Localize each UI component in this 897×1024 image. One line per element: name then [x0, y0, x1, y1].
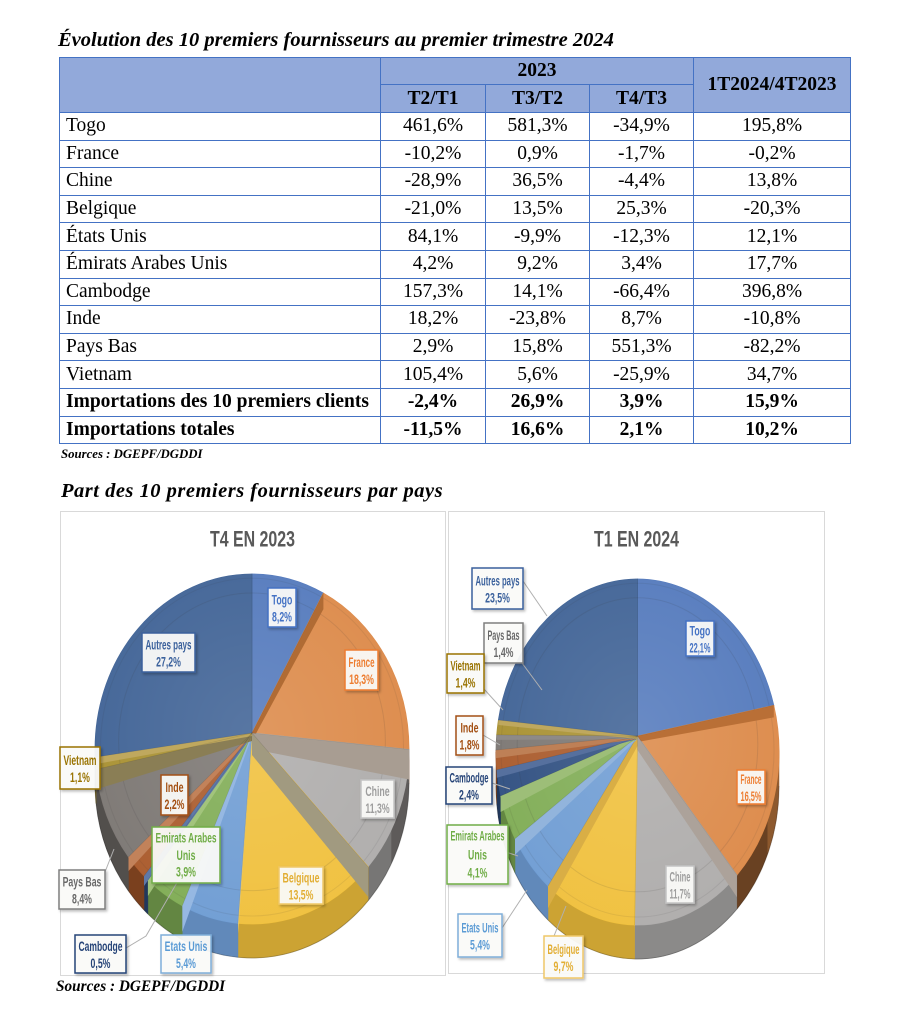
- svg-text:Cambodge: Cambodge: [450, 771, 489, 787]
- svg-text:16,5%: 16,5%: [741, 789, 762, 805]
- svg-text:5,4%: 5,4%: [176, 956, 196, 972]
- svg-text:Belgique: Belgique: [283, 871, 320, 887]
- svg-text:T1 EN 2024: T1 EN 2024: [594, 527, 679, 552]
- svg-text:France: France: [349, 655, 375, 671]
- svg-text:Emirats Arabes: Emirats Arabes: [156, 831, 217, 847]
- svg-text:Unis: Unis: [177, 848, 196, 864]
- svg-text:4,1%: 4,1%: [468, 866, 488, 882]
- svg-text:13,5%: 13,5%: [289, 888, 314, 904]
- svg-text:T4 EN 2023: T4 EN 2023: [210, 527, 295, 552]
- svg-text:11,7%: 11,7%: [670, 887, 691, 903]
- svg-text:Unis: Unis: [468, 848, 487, 864]
- svg-text:Autres pays: Autres pays: [476, 574, 520, 590]
- svg-text:8,2%: 8,2%: [272, 610, 292, 626]
- svg-text:8,4%: 8,4%: [72, 892, 92, 908]
- svg-text:2,2%: 2,2%: [165, 797, 185, 813]
- svg-text:Etats Unis: Etats Unis: [462, 921, 499, 937]
- svg-text:0,5%: 0,5%: [91, 956, 111, 972]
- svg-text:Autres pays: Autres pays: [146, 638, 192, 654]
- svg-text:1,4%: 1,4%: [494, 645, 514, 661]
- svg-text:18,3%: 18,3%: [349, 672, 374, 688]
- svg-text:Pays Bas: Pays Bas: [63, 875, 102, 891]
- svg-text:5,4%: 5,4%: [470, 938, 490, 954]
- svg-text:Pays Bas: Pays Bas: [488, 628, 520, 644]
- svg-text:France: France: [741, 772, 762, 788]
- svg-text:Togo: Togo: [690, 624, 711, 640]
- svg-text:1,1%: 1,1%: [70, 770, 90, 786]
- svg-text:Vietnam: Vietnam: [451, 659, 481, 675]
- svg-text:9,7%: 9,7%: [554, 959, 574, 975]
- svg-text:1,8%: 1,8%: [460, 738, 480, 754]
- svg-text:Belgique: Belgique: [548, 942, 580, 958]
- svg-text:11,3%: 11,3%: [365, 801, 390, 817]
- svg-text:Cambodge: Cambodge: [79, 939, 123, 955]
- svg-text:1,4%: 1,4%: [456, 676, 476, 692]
- svg-text:3,9%: 3,9%: [176, 865, 196, 881]
- svg-text:Chine: Chine: [365, 784, 389, 800]
- svg-text:23,5%: 23,5%: [485, 591, 510, 607]
- svg-text:27,2%: 27,2%: [156, 655, 181, 671]
- svg-text:Togo: Togo: [272, 593, 293, 609]
- svg-text:Vietnam: Vietnam: [64, 753, 97, 769]
- svg-text:2,4%: 2,4%: [459, 788, 479, 804]
- svg-text:Inde: Inde: [461, 721, 479, 737]
- svg-text:Chine: Chine: [670, 870, 691, 886]
- svg-text:22,1%: 22,1%: [690, 641, 711, 657]
- svg-text:Inde: Inde: [166, 780, 184, 796]
- svg-text:Etats Unis: Etats Unis: [165, 939, 208, 955]
- svg-text:Emirats Arabes: Emirats Arabes: [451, 829, 505, 845]
